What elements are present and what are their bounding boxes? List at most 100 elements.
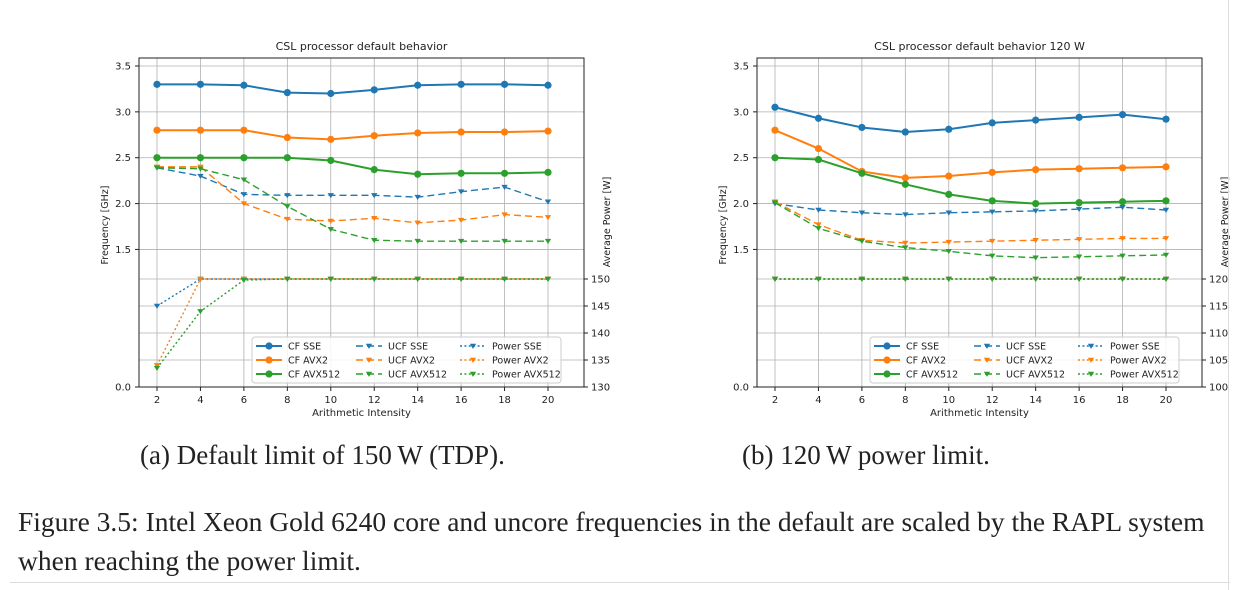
series-line [157, 166, 549, 224]
data-point [240, 126, 248, 134]
y-tick-label: 3.5 [115, 62, 131, 73]
series-power-avx512 [771, 276, 1170, 282]
y-tick-label: 2.5 [733, 153, 749, 164]
data-point [1032, 255, 1039, 261]
data-point [457, 128, 465, 136]
data-point [414, 238, 421, 245]
x-tick-label: 10 [324, 395, 337, 406]
x-tick-label: 18 [498, 395, 511, 406]
x-tick-label: 10 [942, 395, 955, 406]
data-point [1119, 205, 1126, 211]
series-line [157, 129, 549, 141]
x-axis-label: Arithmetic Intensity [312, 408, 411, 419]
legend: CF SSE CF AVX2 CF AVX512 UCF SSE UCF AVX2 UCF… [251, 336, 562, 384]
x-tick-label: 20 [542, 395, 555, 406]
data-point [284, 216, 291, 223]
chart-panel-a: 2 4 6 8 10 12 14 16 18 20 0.0 1.5 2.0 2.5 3.0 3.5 130 135… [100, 40, 613, 419]
data-point [945, 125, 953, 133]
legend-label: UCF AVX512 [1006, 370, 1065, 381]
y2-tick-label: 150 [591, 275, 610, 286]
y-tick-label: 2.5 [115, 153, 131, 164]
data-point [1119, 253, 1126, 259]
data-point [815, 276, 822, 282]
x-tick-label: 16 [455, 395, 468, 406]
series-line [774, 129, 1167, 179]
series-cf-avx512 [771, 154, 1170, 208]
y-tick-label: 0.0 [115, 383, 131, 394]
series-line [156, 167, 548, 242]
data-point [544, 215, 552, 221]
data-point [901, 128, 909, 136]
data-point [371, 276, 378, 282]
data-point [370, 86, 378, 94]
plot-frame [756, 57, 1203, 388]
x-tick-label: 4 [815, 395, 821, 406]
data-point [196, 126, 205, 134]
series-line [774, 106, 1167, 134]
legend-label: UCF AVX512 [388, 370, 447, 381]
subcaption-a: (a) Default limit of 150 W (TDP). [140, 440, 505, 470]
data-point [945, 210, 952, 216]
data-point [327, 276, 334, 282]
y-tick-label: 3.0 [733, 107, 749, 118]
data-point [457, 80, 465, 88]
data-point [815, 222, 822, 228]
data-point [815, 207, 822, 213]
data-point [501, 184, 508, 190]
data-point [1118, 164, 1127, 172]
legend-swatch-marker [883, 356, 891, 364]
data-point [858, 276, 866, 282]
legend-label: CF AVX512 [906, 370, 958, 381]
data-point [1118, 111, 1127, 119]
legend-swatch-marker [265, 342, 273, 350]
data-point [371, 216, 378, 222]
data-point [284, 204, 291, 210]
x-tick-label: 6 [241, 395, 247, 406]
x-tick-label: 2 [154, 395, 160, 406]
series-power-sse [153, 276, 552, 309]
data-point [414, 129, 422, 137]
data-point [771, 154, 779, 162]
legend-label: UCF SSE [1006, 342, 1046, 353]
legend-swatch-marker [469, 343, 477, 349]
data-point [1075, 113, 1083, 121]
data-point [500, 169, 509, 177]
series-ucf-avx512 [771, 200, 1170, 261]
y2-tick-label: 115 [1209, 302, 1228, 313]
data-point [988, 168, 996, 176]
data-point [902, 245, 909, 251]
x-tick-label: 4 [197, 395, 203, 406]
data-point [153, 126, 161, 134]
data-point [945, 172, 953, 180]
legend-label: CF SSE [288, 342, 321, 353]
data-point [1075, 276, 1083, 282]
data-point [371, 238, 378, 244]
legend-label: Power AVX2 [1110, 356, 1167, 367]
data-point [1075, 254, 1083, 260]
y-tick-label: 3.0 [115, 107, 131, 118]
legend: CF SSE CF AVX2 CF AVX512 UCF SSE UCF AVX2 UCF… [869, 336, 1180, 384]
data-point [1075, 206, 1083, 212]
series-line [774, 201, 1166, 244]
data-point [1162, 236, 1170, 242]
x-tick-label: 12 [986, 395, 999, 406]
data-point [814, 114, 823, 122]
data-point [544, 168, 552, 176]
series-line [156, 278, 548, 366]
data-point [1075, 165, 1083, 173]
legend-label: Power SSE [492, 342, 542, 353]
data-point [1032, 199, 1040, 208]
y2-tick-label: 105 [1209, 356, 1228, 367]
data-point [414, 194, 421, 201]
y2-tick-label: 140 [591, 329, 610, 340]
series-line [774, 156, 1167, 205]
series-ucf-avx2 [153, 164, 552, 226]
data-point [1162, 197, 1170, 205]
series-ucf-avx2 [771, 199, 1170, 246]
series-line [774, 202, 1167, 216]
x-tick-label: 8 [902, 395, 908, 406]
data-point [1032, 116, 1040, 124]
x-tick-label: 12 [368, 395, 381, 406]
frame-rule-bottom [10, 582, 1230, 583]
y-tick-label: 2.0 [115, 199, 131, 210]
